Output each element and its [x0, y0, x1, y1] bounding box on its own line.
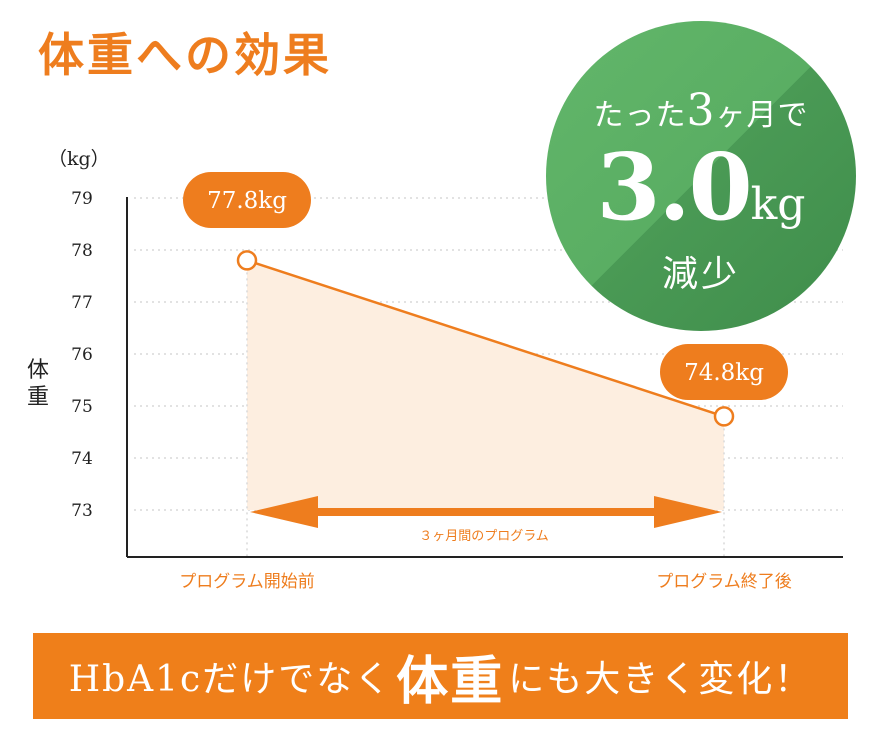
- data-points: [236, 250, 735, 427]
- y-tick-label: 75: [71, 397, 93, 417]
- x-tick-label: プログラム開始前: [179, 572, 315, 592]
- x-tick-label: プログラム終了後: [656, 572, 792, 592]
- duration-arrow: [250, 496, 722, 528]
- y-unit-label: （kg）: [48, 148, 110, 170]
- y-tick-label: 76: [71, 345, 93, 365]
- data-label: 77.8kg: [207, 188, 287, 214]
- data-labels: 77.8kg 74.8kg: [183, 172, 788, 400]
- x-tick-labels: プログラム開始前 プログラム終了後: [179, 572, 792, 592]
- y-tick-labels: 79 78 77 76 75 74 73: [71, 189, 93, 521]
- data-point: [236, 250, 258, 271]
- y-axis-label-char-2: 重: [27, 385, 49, 410]
- badge-value: 3.0: [596, 133, 753, 241]
- weight-chart: （kg） 体 重 79 78 77 76 75 74 73 77.8kg 74.8kg ３ヶ月…: [27, 148, 843, 592]
- vertical-guides: [246, 260, 725, 557]
- badge-value-line: 3.0kg: [546, 133, 856, 241]
- banner-emphasis: 体重: [396, 650, 505, 712]
- y-axis-label-char-1: 体: [27, 358, 49, 383]
- y-tick-label: 74: [71, 449, 93, 469]
- arrow-head-right: [654, 496, 722, 528]
- y-tick-label: 73: [71, 501, 93, 521]
- message-banner: HbA1cだけでなく 体重 にも大きく変化！: [33, 633, 848, 719]
- area-fill: [247, 260, 724, 510]
- badge-pre: たった: [593, 98, 687, 133]
- data-label-pill: [660, 344, 788, 400]
- data-label: 74.8kg: [684, 360, 764, 386]
- reduction-badge: たった3ヶ月で 3.0kg 減少: [546, 21, 856, 331]
- badge-decrease-label: 減少: [661, 254, 740, 295]
- banner-pre: HbA1cだけでなく: [68, 659, 393, 700]
- y-tick-label: 77: [71, 293, 93, 313]
- y-tick-label: 79: [71, 189, 93, 209]
- banner-post: にも大きく変化！: [508, 659, 813, 700]
- badge-period-line: たった3ヶ月で: [546, 85, 856, 136]
- data-label-pill: [183, 172, 311, 228]
- y-axis-label: 体 重: [27, 358, 49, 410]
- badge-unit: kg: [750, 179, 806, 230]
- page-title: 体重への効果: [38, 28, 332, 82]
- arrow-head-left: [250, 496, 318, 528]
- data-point: [713, 406, 735, 427]
- series-line: [246, 259, 725, 418]
- duration-annotation: ３ヶ月間のプログラム: [419, 529, 549, 544]
- y-tick-label: 78: [71, 241, 93, 261]
- badge-post: ヶ月で: [715, 98, 809, 133]
- badge-months: 3: [686, 85, 716, 136]
